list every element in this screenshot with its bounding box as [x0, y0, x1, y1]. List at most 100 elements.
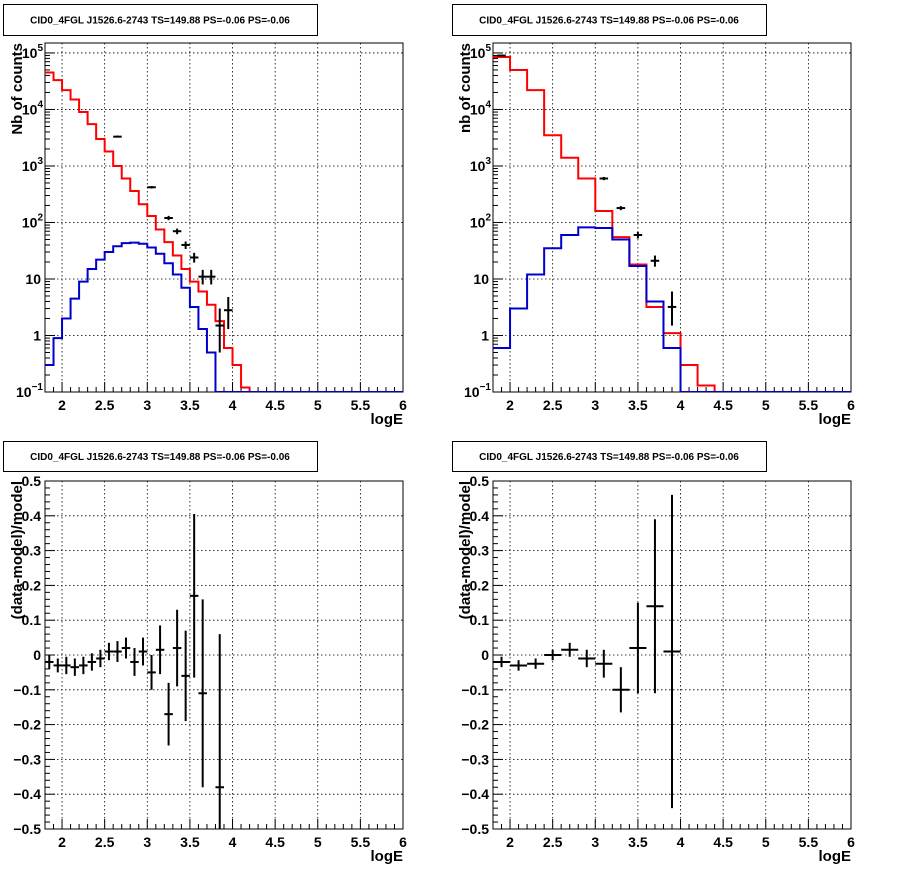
data-point: [87, 653, 97, 671]
y-tick-label: 0.3: [22, 543, 42, 559]
data-point: [616, 206, 626, 211]
data-point: [164, 682, 173, 746]
chart-top-left: CID0_4FGL J1526.6-2743 TS=149.88 PS=-0.0…: [3, 4, 407, 428]
data-point: [650, 255, 660, 267]
x-tick-label: 2.5: [543, 834, 563, 850]
y-tick-label: 0: [481, 647, 489, 663]
x-tick-label: 6: [399, 397, 407, 413]
y-tick-label: 10: [25, 271, 41, 287]
x-tick-label: 3: [591, 834, 599, 850]
y-tick-exponent: 3: [485, 156, 491, 167]
data-point: [578, 649, 596, 668]
series-1-step-line: [45, 241, 403, 392]
data-point: [113, 641, 122, 662]
y-tick-label: 0.1: [22, 612, 42, 628]
data-point: [62, 656, 71, 675]
x-tick-label: 4: [229, 834, 237, 850]
y-tick-label: −0.5: [13, 821, 41, 837]
x-tick-label: 2: [58, 834, 66, 850]
y-tick-label: 10−1: [464, 382, 491, 400]
y-tick-label: 0.2: [22, 577, 42, 593]
data-point: [104, 642, 114, 661]
y-tick-base: 10: [22, 101, 38, 117]
y-tick-label: 105: [22, 43, 44, 61]
data-point: [198, 269, 207, 285]
y-tick-label: 0.1: [470, 612, 490, 628]
y-tick-label: −0.4: [461, 786, 489, 802]
x-tick-label: 2.5: [543, 397, 563, 413]
x-tick-label: 5.5: [351, 834, 371, 850]
x-tick-label: 5: [314, 397, 322, 413]
x-tick-label: 4: [677, 834, 685, 850]
data-point: [172, 228, 182, 235]
data-point: [172, 609, 182, 687]
y-tick-label: 102: [470, 212, 492, 230]
x-axis-title: logE: [371, 848, 404, 865]
y-tick-label: −0.3: [13, 751, 41, 767]
y-tick-label: 105: [470, 43, 492, 61]
data-point: [53, 658, 63, 673]
data-point: [147, 655, 156, 690]
x-tick-label: 2: [58, 397, 66, 413]
y-tick-exponent: 2: [37, 212, 43, 223]
y-tick-label: 0.4: [470, 508, 490, 524]
data-point: [121, 637, 131, 659]
chart-title: CID0_4FGL J1526.6-2743 TS=149.88 PS=-0.0…: [479, 16, 739, 27]
data-point: [130, 648, 139, 676]
y-tick-label: 102: [22, 212, 44, 230]
x-tick-label: 6: [847, 397, 855, 413]
x-tick-label: 4: [677, 397, 685, 413]
y-tick-exponent: −1: [480, 382, 492, 393]
x-tick-label: 5: [762, 834, 770, 850]
title-box: [452, 4, 767, 36]
data-point: [198, 599, 207, 788]
y-tick-base: 10: [470, 214, 486, 230]
chart-title: CID0_4FGL J1526.6-2743 TS=149.88 PS=-0.0…: [30, 452, 290, 463]
x-tick-label: 4: [229, 397, 237, 413]
data-point: [215, 308, 224, 353]
data-point: [612, 667, 630, 713]
y-tick-exponent: 4: [37, 99, 43, 110]
x-tick-label: 5: [314, 834, 322, 850]
y-tick-label: −0.4: [13, 786, 41, 802]
data-point: [527, 658, 545, 669]
data-point: [510, 660, 528, 671]
x-tick-label: 3.5: [180, 834, 200, 850]
y-tick-label: 0.3: [470, 543, 490, 559]
y-tick-label: 0.2: [470, 577, 490, 593]
y-tick-label: 0: [33, 647, 41, 663]
series-1-step-line: [493, 226, 851, 392]
y-tick-label: −0.1: [461, 682, 489, 698]
data-point: [113, 135, 122, 138]
x-tick-label: 5.5: [799, 834, 819, 850]
data-point: [599, 176, 609, 181]
chart-bottom-left: CID0_4FGL J1526.6-2743 TS=149.88 PS=-0.0…: [3, 441, 407, 865]
x-axis-title: logE: [371, 411, 404, 428]
data-point: [189, 252, 199, 263]
series-0-step-line: [45, 71, 403, 392]
x-tick-label: 3: [591, 397, 599, 413]
x-tick-label: 5.5: [351, 397, 371, 413]
y-tick-exponent: 2: [485, 212, 491, 223]
y-tick-label: 104: [470, 99, 492, 117]
data-point: [224, 296, 233, 330]
x-tick-label: 4.5: [713, 834, 733, 850]
x-tick-label: 6: [399, 834, 407, 850]
data-point: [79, 656, 88, 675]
x-tick-label: 2: [506, 834, 514, 850]
x-tick-label: 5.5: [799, 397, 819, 413]
data-point: [215, 634, 224, 829]
y-tick-base: 10: [470, 101, 486, 117]
data-point: [497, 54, 506, 57]
title-box: [3, 4, 318, 36]
x-tick-label: 3.5: [180, 397, 200, 413]
y-tick-label: −0.5: [461, 821, 489, 837]
data-point: [138, 637, 148, 666]
y-tick-exponent: 4: [485, 99, 491, 110]
y-tick-label: −0.1: [13, 682, 41, 698]
data-point: [189, 514, 199, 678]
y-tick-label: 10: [473, 271, 489, 287]
x-tick-label: 3: [143, 397, 151, 413]
plot-frame: [492, 42, 852, 393]
data-point: [181, 241, 190, 249]
